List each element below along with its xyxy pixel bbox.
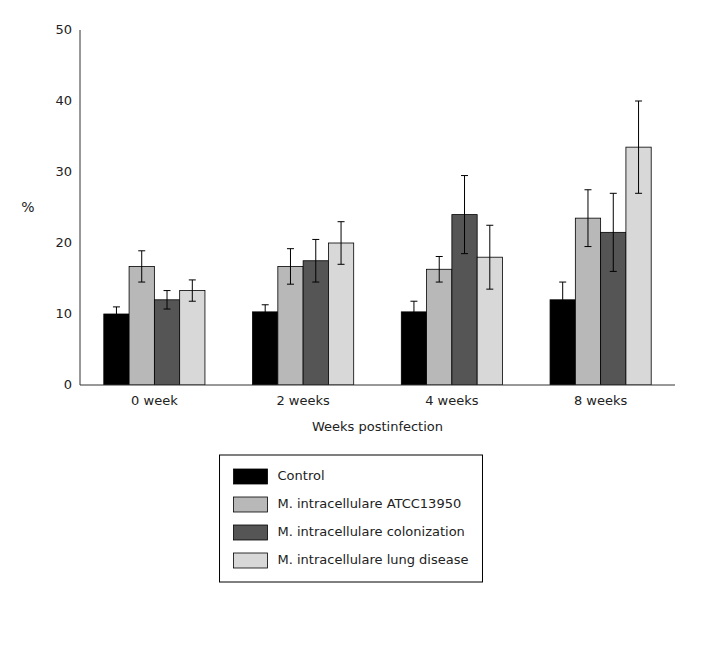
y-tick-label: 20 xyxy=(55,235,72,250)
x-tick-label: 0 week xyxy=(131,393,178,408)
legend-label: M. intracellulare colonization xyxy=(278,524,465,539)
legend-label: M. intracellulare lung disease xyxy=(278,552,469,567)
x-axis-label: Weeks postinfection xyxy=(312,419,443,434)
y-axis-line xyxy=(80,30,81,385)
error-cap xyxy=(461,175,468,176)
error-stem xyxy=(290,249,291,285)
error-stem xyxy=(116,307,117,321)
error-stem xyxy=(562,282,563,318)
bar xyxy=(278,266,303,385)
error-cap xyxy=(559,317,566,318)
error-bar xyxy=(436,256,443,282)
error-cap xyxy=(338,221,345,222)
error-stem xyxy=(439,256,440,282)
error-cap xyxy=(113,306,120,307)
error-stem xyxy=(613,193,614,271)
error-bar xyxy=(486,225,493,289)
error-bar xyxy=(410,301,417,322)
error-cap xyxy=(436,256,443,257)
error-cap xyxy=(189,301,196,302)
error-stem xyxy=(587,190,588,247)
error-bar xyxy=(138,251,145,282)
legend-swatch xyxy=(234,553,268,568)
error-stem xyxy=(464,176,465,254)
error-cap xyxy=(338,264,345,265)
error-bar xyxy=(635,101,642,193)
error-cap xyxy=(164,290,171,291)
bar xyxy=(129,266,154,385)
error-cap xyxy=(189,279,196,280)
error-cap xyxy=(486,225,493,226)
error-cap xyxy=(436,282,443,283)
x-axis-line xyxy=(80,385,675,386)
error-bar xyxy=(610,193,617,271)
legend: Control M. intracellulare ATCC13950 M. int… xyxy=(220,455,483,582)
error-cap xyxy=(312,282,319,283)
error-stem xyxy=(167,291,168,309)
x-tick-label: 2 weeks xyxy=(276,393,330,408)
y-axis-label: % xyxy=(21,199,34,215)
y-tick-label: 0 xyxy=(64,377,72,392)
error-bar xyxy=(113,307,120,321)
error-bar xyxy=(262,305,269,319)
error-bar xyxy=(189,280,196,301)
error-cap xyxy=(113,321,120,322)
error-cap xyxy=(138,282,145,283)
bar xyxy=(253,312,278,385)
error-cap xyxy=(635,101,642,102)
bar xyxy=(328,243,353,385)
error-cap xyxy=(262,304,269,305)
bars xyxy=(104,101,651,385)
error-bar xyxy=(164,291,171,309)
error-cap xyxy=(461,253,468,254)
error-cap xyxy=(262,318,269,319)
bar xyxy=(180,291,205,385)
error-cap xyxy=(410,301,417,302)
error-cap xyxy=(559,282,566,283)
error-bar xyxy=(559,282,566,318)
error-stem xyxy=(192,280,193,301)
y-tick-label: 30 xyxy=(55,164,72,179)
error-cap xyxy=(287,248,294,249)
legend-swatch xyxy=(234,497,268,512)
error-stem xyxy=(141,251,142,282)
error-cap xyxy=(312,239,319,240)
legend-swatch xyxy=(234,525,268,540)
legend-swatch xyxy=(234,469,268,484)
error-cap xyxy=(486,289,493,290)
error-bar xyxy=(287,249,294,285)
error-bar xyxy=(338,222,345,265)
error-bar xyxy=(461,176,468,254)
error-cap xyxy=(635,193,642,194)
x-tick-label: 4 weeks xyxy=(425,393,479,408)
y-tick-label: 50 xyxy=(55,22,72,37)
bar xyxy=(104,314,129,385)
error-stem xyxy=(489,225,490,289)
error-cap xyxy=(287,284,294,285)
error-cap xyxy=(610,193,617,194)
error-bar xyxy=(584,190,591,247)
legend-frame xyxy=(220,455,483,582)
error-cap xyxy=(410,322,417,323)
legend-label: M. intracellulare ATCC13950 xyxy=(278,496,462,511)
error-stem xyxy=(315,239,316,282)
error-stem xyxy=(638,101,639,193)
legend-label: Control xyxy=(278,468,325,483)
error-bar xyxy=(312,239,319,282)
error-stem xyxy=(265,305,266,319)
y-tick-label: 10 xyxy=(55,306,72,321)
error-cap xyxy=(164,309,171,310)
error-stem xyxy=(413,301,414,322)
chart: 0 10 20 30 40 50 0 week 2 weeks 4 weeks 8 weeks We… xyxy=(0,0,702,670)
error-cap xyxy=(584,246,591,247)
error-cap xyxy=(584,189,591,190)
bar xyxy=(154,300,179,385)
x-tick-label: 8 weeks xyxy=(574,393,628,408)
bar xyxy=(401,312,426,385)
bar xyxy=(427,269,452,385)
error-cap xyxy=(138,250,145,251)
y-tick-label: 40 xyxy=(55,93,72,108)
error-stem xyxy=(341,222,342,265)
error-cap xyxy=(610,271,617,272)
